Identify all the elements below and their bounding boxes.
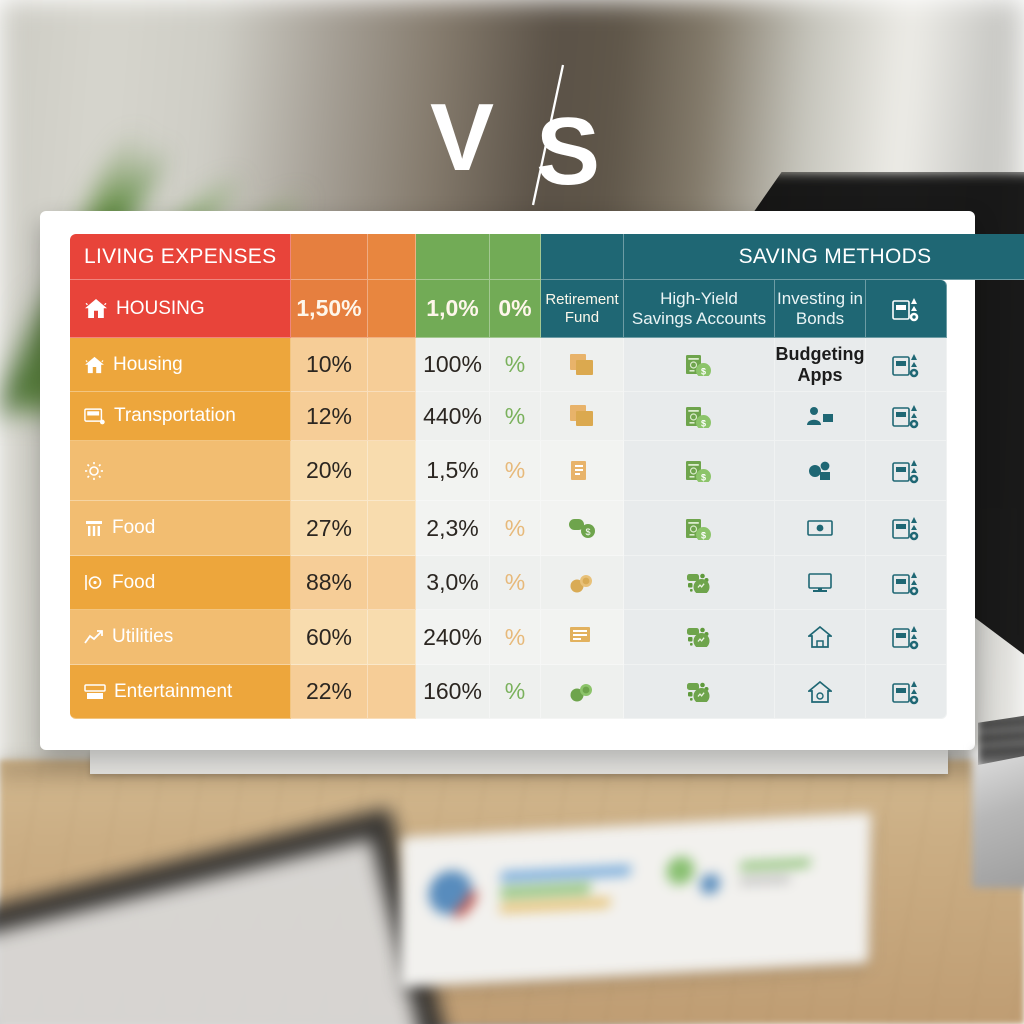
svg-text:S: S: [536, 98, 600, 205]
svg-text:V: V: [430, 84, 494, 191]
svg-text:$: $: [585, 527, 590, 537]
